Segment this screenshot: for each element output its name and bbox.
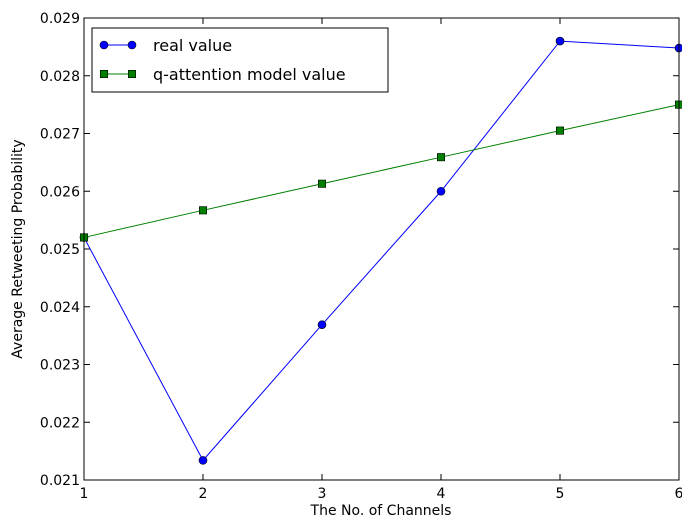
data-point [198, 456, 208, 465]
legend-label: real value [153, 36, 232, 55]
legend-box [91, 27, 389, 93]
legend-marker [99, 40, 109, 50]
y-tick-label: 0.024 [40, 300, 80, 316]
legend-entry: q-attention model value [100, 65, 346, 84]
y-tick-label: 0.023 [40, 358, 80, 374]
x-tick-label: 3 [318, 486, 327, 502]
legend-marker [128, 70, 137, 79]
x-tick-label: 1 [80, 486, 89, 502]
plot-area: 1 2 3 4 5 6 0.021 0.022 0.023 0.024 0.025 0.026 0.02… [40, 11, 682, 502]
legend: real value q-attention model value [91, 27, 389, 93]
data-point [199, 206, 208, 215]
x-tick-label: 2 [199, 486, 208, 502]
data-point [317, 320, 327, 329]
x-tick-label: 5 [556, 486, 565, 502]
data-point [436, 186, 446, 196]
legend-entry: real value [99, 36, 232, 55]
data-point [555, 36, 565, 46]
data-point [555, 126, 564, 135]
data-point [317, 179, 326, 188]
y-tick-label: 0.028 [40, 69, 80, 85]
y-axis-label: Average Retweeting Probability [10, 139, 26, 358]
legend-marker [127, 40, 137, 50]
y-tick-label: 0.025 [40, 242, 80, 258]
data-point [436, 153, 445, 162]
series-line [83, 104, 680, 238]
y-tick-label: 0.026 [40, 184, 80, 200]
x-axis-label: The No. of Channels [310, 503, 452, 519]
y-tick-label: 0.021 [40, 473, 80, 489]
legend-marker [100, 70, 109, 79]
x-tick-label: 6 [675, 486, 682, 502]
legend-label: q-attention model value [153, 65, 346, 84]
y-tick-label: 0.022 [40, 415, 80, 431]
x-tick-label: 4 [437, 486, 446, 502]
series-line [83, 40, 680, 462]
y-tick-label: 0.027 [40, 127, 80, 143]
axes-frame [83, 17, 680, 481]
y-tick-label: 0.029 [40, 11, 80, 27]
